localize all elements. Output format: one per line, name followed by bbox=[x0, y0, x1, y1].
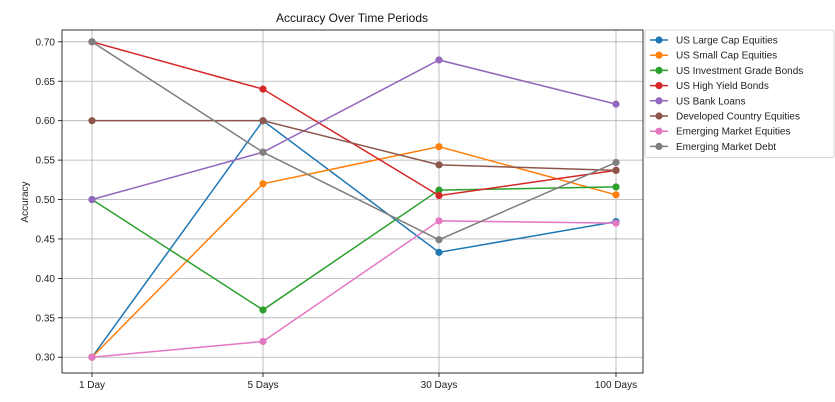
legend-swatch-marker bbox=[655, 36, 663, 44]
series-line bbox=[91, 41, 617, 197]
plot-frame bbox=[61, 29, 644, 374]
y-tick-label: 0.60 bbox=[36, 116, 56, 127]
data-point bbox=[259, 337, 267, 346]
legend-label: Emerging Market Debt bbox=[676, 142, 776, 153]
x-tick-label: 100 Days bbox=[595, 380, 637, 391]
data-point bbox=[88, 38, 96, 46]
data-point bbox=[435, 217, 443, 225]
data-point bbox=[612, 166, 620, 174]
legend-label: Emerging Market Equities bbox=[676, 127, 791, 138]
data-point bbox=[435, 191, 443, 200]
x-tick-label: 1 Day bbox=[79, 380, 105, 391]
series-line bbox=[91, 119, 617, 358]
legend-box bbox=[644, 29, 835, 158]
legend-swatch-marker bbox=[655, 82, 663, 90]
data-point bbox=[435, 248, 443, 256]
y-tick-label: 0.55 bbox=[36, 156, 56, 167]
data-point bbox=[612, 191, 620, 199]
y-tick-label: 0.45 bbox=[36, 234, 56, 245]
data-point bbox=[435, 161, 443, 169]
series-line bbox=[91, 41, 617, 241]
legend-swatch-marker bbox=[655, 127, 663, 135]
legend-swatch-marker bbox=[655, 142, 663, 150]
data-point bbox=[612, 183, 620, 191]
data-point bbox=[435, 236, 443, 244]
series-line bbox=[91, 145, 617, 358]
plot-area: 0.30 0.35 0.40 0.45 0.50 0.55 0.60 0.65 0.70 1 Da… bbox=[36, 29, 644, 391]
y-tick-label: 0.50 bbox=[36, 195, 56, 206]
data-point bbox=[612, 100, 620, 108]
data-point bbox=[259, 180, 267, 188]
data-point bbox=[612, 158, 620, 167]
series-line bbox=[91, 220, 617, 358]
y-tick-label: 0.40 bbox=[36, 274, 56, 285]
data-point bbox=[259, 117, 267, 125]
legend-label: US Bank Loans bbox=[676, 96, 746, 107]
data-point bbox=[88, 117, 96, 125]
legend-label: US Large Cap Equities bbox=[676, 36, 778, 47]
data-point bbox=[435, 143, 443, 151]
chart-title: Accuracy Over Time Periods bbox=[276, 11, 428, 25]
y-tick-label: 0.35 bbox=[36, 313, 56, 324]
data-point bbox=[88, 195, 96, 204]
data-point bbox=[435, 186, 443, 194]
legend-swatch-marker bbox=[655, 112, 663, 120]
legend-label: US Small Cap Equities bbox=[676, 51, 777, 62]
data-point bbox=[259, 85, 267, 93]
legend-swatch-marker bbox=[655, 66, 663, 74]
y-axis-label: Accuracy bbox=[20, 181, 31, 222]
series-line bbox=[91, 59, 617, 201]
series-line bbox=[92, 119, 617, 172]
data-point bbox=[259, 306, 267, 314]
legend: US Large Cap Equities US Small Cap Equiti… bbox=[644, 29, 835, 158]
data-point bbox=[435, 56, 443, 64]
legend-swatch-marker bbox=[655, 51, 663, 59]
x-tick-label: 30 Days bbox=[421, 380, 458, 391]
data-point bbox=[259, 148, 267, 156]
y-tick-label: 0.30 bbox=[36, 353, 56, 364]
legend-label: Developed Country Equities bbox=[676, 112, 800, 123]
data-point bbox=[88, 353, 96, 361]
y-tick-label: 0.65 bbox=[36, 77, 56, 88]
legend-label: US Investment Grade Bonds bbox=[676, 66, 803, 77]
x-tick-label: 5 Days bbox=[247, 380, 278, 391]
data-point bbox=[612, 219, 620, 227]
legend-swatch-marker bbox=[655, 97, 663, 105]
series-line bbox=[91, 186, 617, 311]
y-tick-label: 0.70 bbox=[36, 37, 56, 48]
legend-label: US High Yield Bonds bbox=[676, 81, 769, 92]
